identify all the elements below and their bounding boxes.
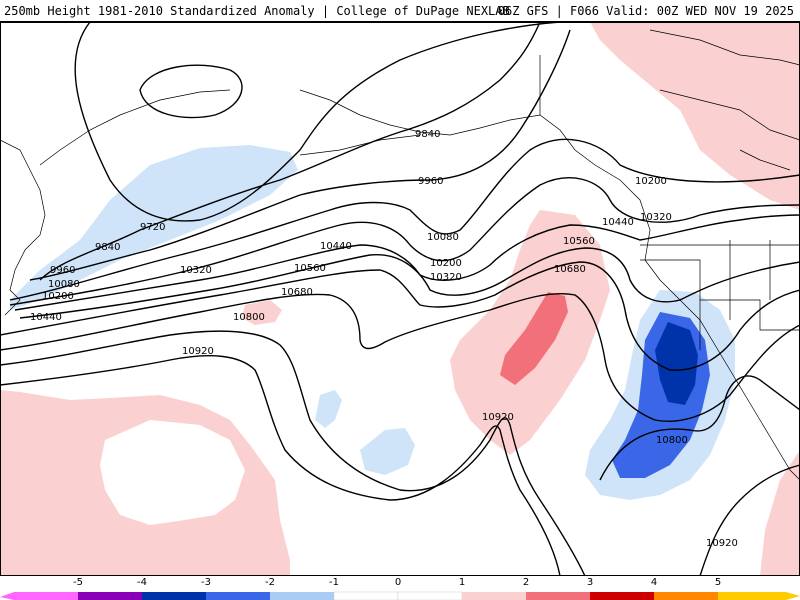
- colorbar-label: -5: [73, 577, 83, 588]
- contour-10680: [0, 292, 800, 422]
- colorbar: -5 -4 -3 -2 -1 0 1 2 3 4 5: [0, 576, 800, 600]
- contour-label: 9840: [95, 242, 120, 253]
- positive-anomaly-small: [242, 300, 282, 325]
- contour-label: 10440: [30, 312, 62, 323]
- colorbar-label: -1: [329, 577, 339, 588]
- colorbar-label: 0: [394, 577, 402, 588]
- colorbar-seg-neg3: [142, 592, 206, 600]
- colorbar-label: 3: [586, 577, 594, 588]
- positive-anomaly-ne: [590, 22, 800, 210]
- colorbar-label: 2: [522, 577, 530, 588]
- contour-label: 9960: [50, 265, 75, 276]
- colorbar-seg-pos5: [718, 592, 786, 600]
- colorbar-label: 5: [714, 577, 722, 588]
- map-header: 250mb Height 1981-2010 Standardized Anom…: [0, 0, 800, 22]
- arctic-islands-3: [739, 149, 791, 171]
- positive-anomaly-ridge-core: [500, 292, 568, 385]
- colorbar-seg-neg4: [78, 592, 142, 600]
- contour-label: 10680: [554, 264, 586, 275]
- contour-10560: [0, 261, 800, 371]
- contour-label: 10440: [602, 217, 634, 228]
- coastline-asia: [0, 139, 46, 316]
- contour-label: 10320: [640, 212, 672, 223]
- contour-label: 10200: [430, 258, 462, 269]
- colorbar-label: 1: [458, 577, 466, 588]
- colorbar-seg-neg2: [206, 592, 270, 600]
- colorbar-label: -2: [265, 577, 275, 588]
- colorbar-seg-pos4: [654, 592, 718, 600]
- height-contours: [0, 22, 800, 576]
- contour-label: 10920: [182, 346, 214, 357]
- contour-label: 10320: [180, 265, 212, 276]
- colorbar-label: 4: [650, 577, 658, 588]
- coastline-aleutians: [299, 134, 421, 156]
- contour-label: 10920: [482, 412, 514, 423]
- colorbar-seg-pos3: [590, 592, 654, 600]
- contour-10800: [0, 330, 586, 576]
- colorbar-graphic: [0, 591, 800, 600]
- contour-label: 9960: [418, 176, 443, 187]
- colorbar-seg-pos1: [462, 592, 526, 600]
- colorbar-label: -4: [137, 577, 147, 588]
- contour-label: 10920: [706, 538, 738, 549]
- contour-9720: [74, 22, 561, 222]
- contour-label: 10080: [48, 279, 80, 290]
- negative-anomaly-trough-core: [655, 322, 698, 405]
- contour-10800-east: [599, 375, 800, 481]
- contour-10920: [0, 355, 561, 576]
- contour-label: 10800: [233, 312, 265, 323]
- contour-label: 10200: [635, 176, 667, 187]
- neutral-pocket-sw: [100, 420, 245, 525]
- negative-anomaly-small-2: [360, 428, 415, 475]
- colorbar-label: -3: [201, 577, 211, 588]
- contour-label: 9840: [415, 129, 440, 140]
- negative-anomaly-nw: [10, 145, 298, 310]
- contour-label: 10560: [563, 236, 595, 247]
- coastlines: [0, 29, 800, 481]
- map-title: 250mb Height 1981-2010 Standardized Anom…: [4, 4, 510, 18]
- colorbar-seg-zero-pos: [397, 591, 463, 600]
- coastline-siberia: [39, 89, 231, 166]
- contour-10440: [19, 247, 800, 319]
- anomaly-fills: [0, 22, 800, 576]
- contour-9960: [29, 29, 571, 281]
- contour-10080: [9, 138, 800, 301]
- colorbar-seg-neg1: [270, 592, 334, 600]
- contour-label: 10320: [430, 272, 462, 283]
- colorbar-seg-zero-neg: [333, 591, 399, 600]
- contour-label: 10680: [281, 287, 313, 298]
- arctic-islands-1: [649, 29, 800, 66]
- contour-label: 10560: [294, 263, 326, 274]
- model-run-info: 06Z GFS | F066 Valid: 00Z WED NOV 19 202…: [497, 4, 794, 18]
- contour-label: 10080: [427, 232, 459, 243]
- contour-9840: [39, 22, 541, 281]
- colorbar-seg-pos2: [526, 592, 590, 600]
- contour-10320: [14, 214, 800, 311]
- colorbar-left-arrow: [0, 592, 14, 600]
- contour-10920-east: [699, 464, 800, 576]
- coastline-north-america: [299, 89, 800, 481]
- colorbar-seg-neg5: [14, 592, 78, 600]
- arctic-islands-2: [659, 89, 800, 141]
- positive-anomaly-se: [760, 450, 800, 576]
- contour-10200: [9, 177, 800, 306]
- map-canvas: 9840 9960 10200 10320 10440 10560 10680 …: [0, 22, 800, 576]
- contour-labels: 9840 9960 10200 10320 10440 10560 10680 …: [30, 129, 738, 549]
- state-borders-2: [699, 240, 771, 350]
- contour-label: 10440: [320, 241, 352, 252]
- colorbar-right-arrow: [786, 592, 800, 600]
- contour-closed-low: [139, 64, 243, 119]
- negative-anomaly-small-1: [315, 390, 342, 428]
- contour-label: 9720: [140, 222, 165, 233]
- contour-label: 10800: [656, 435, 688, 446]
- contour-label: 10200: [42, 291, 74, 302]
